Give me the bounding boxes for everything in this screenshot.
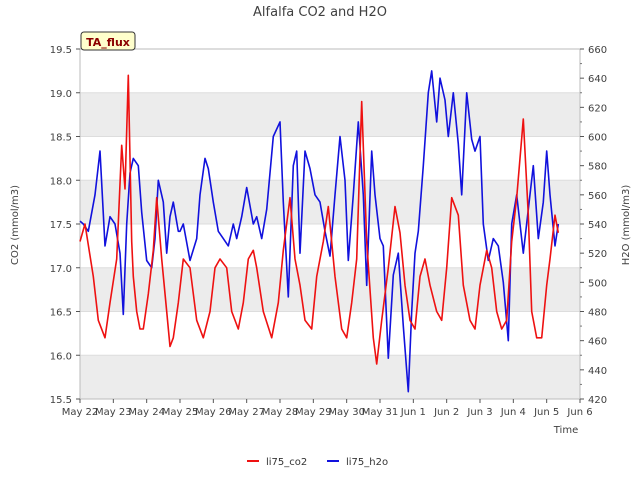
y-right-tick-label: 460 <box>588 337 607 348</box>
y-left-tick-label: 16.0 <box>50 351 72 362</box>
x-tick-label: Jun 6 <box>566 407 592 418</box>
series-line-li75_co2 <box>79 74 560 365</box>
annotation-text: TA_flux <box>86 36 130 49</box>
y-right-tick-label: 580 <box>588 162 607 173</box>
y-left-tick-label: 17.0 <box>50 264 72 275</box>
x-tick-label: May 22 <box>62 407 99 418</box>
y-right-tick-label: 480 <box>588 308 607 319</box>
chart-title: Alfalfa CO2 and H2O <box>253 5 387 20</box>
y-axis-label-right: H2O (mmol/m3) <box>621 185 632 266</box>
y-right-tick-label: 560 <box>588 191 607 202</box>
annotation-box <box>80 31 136 51</box>
x-axis-label: Time <box>553 425 578 436</box>
y-right-tick-label: 660 <box>588 45 607 56</box>
x-tick-label: May 24 <box>128 407 165 418</box>
series-layer <box>79 70 560 393</box>
x-tick-label: Jun 5 <box>533 407 559 418</box>
grid-band <box>80 355 580 399</box>
y-right-tick-label: 540 <box>588 220 607 231</box>
legend-label-h2o: li75_h2o <box>346 457 388 468</box>
x-tick-label: May 30 <box>328 407 365 418</box>
x-tick-label: Jun 2 <box>433 407 459 418</box>
y-right-tick-label: 600 <box>588 133 607 144</box>
grid-bands <box>80 48 580 400</box>
legend: li75_co2 li75_h2o <box>247 457 388 468</box>
ta-flux-annotation: TA_flux <box>80 31 136 51</box>
y-left-tick-label: 18.5 <box>50 133 72 144</box>
x-tick-label: May 27 <box>228 407 265 418</box>
x-tick-label: May 26 <box>195 407 232 418</box>
x-tick-label: Jun 3 <box>466 407 492 418</box>
y-left-tick-label: 19.0 <box>50 89 72 100</box>
y-left-tick-label: 18.0 <box>50 176 72 187</box>
x-tick-label: Jun 1 <box>400 407 426 418</box>
x-tick-label: May 29 <box>295 407 332 418</box>
y-axis-label-left: CO2 (mmol/m3) <box>10 185 21 265</box>
x-tick-label: May 28 <box>262 407 299 418</box>
x-tick-label: May 31 <box>362 407 399 418</box>
y-left-tick-label: 19.5 <box>50 45 72 56</box>
y-right-tick-label: 640 <box>588 74 607 85</box>
y-right-tick-label: 440 <box>588 366 607 377</box>
y-left-tick-label: 16.5 <box>50 308 72 319</box>
y-right-tick-label: 420 <box>588 395 607 406</box>
y-right-tick-label: 500 <box>588 278 607 289</box>
x-tick-label: May 23 <box>95 407 132 418</box>
y-right-tick-label: 520 <box>588 249 607 260</box>
y-left-tick-label: 17.5 <box>50 220 72 231</box>
x-tick-label: May 25 <box>162 407 199 418</box>
tick-layer: 15.5 16.0 16.5 17.0 17.5 18.0 18.5 19.0 19.5 420 4… <box>50 45 607 418</box>
y-right-tick-label: 620 <box>588 103 607 114</box>
legend-label-co2: li75_co2 <box>266 457 307 468</box>
y-left-tick-label: 15.5 <box>50 395 72 406</box>
x-tick-label: Jun 4 <box>500 407 526 418</box>
grid-band <box>80 92 580 137</box>
